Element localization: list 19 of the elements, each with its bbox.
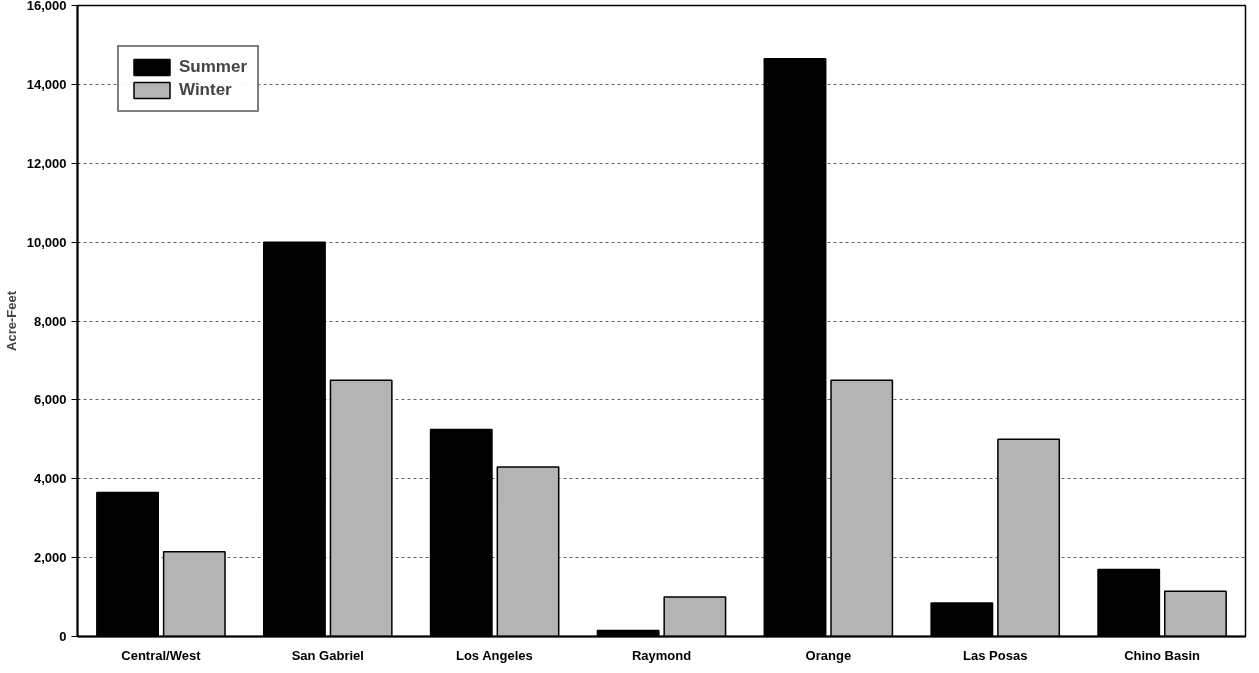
x-tick-label: San Gabriel	[291, 647, 364, 663]
x-tick-label: Orange	[805, 647, 852, 663]
legend-label: Summer	[179, 57, 248, 77]
x-tick-label: Chino Basin	[1124, 647, 1201, 663]
legend-label: Winter	[179, 80, 232, 100]
y-tick-label: 8,000	[33, 313, 67, 329]
x-tick-label: Central/West	[121, 647, 202, 663]
y-tick-label: 12,000	[26, 155, 67, 171]
x-tick-label: Los Angeles	[456, 647, 533, 663]
y-tick-label: 6,000	[33, 392, 67, 408]
x-tick-label: Las Posas	[963, 647, 1028, 663]
y-tick-label: 14,000	[26, 76, 67, 92]
y-axis-title: Acre-Feet	[3, 290, 19, 351]
y-tick-label: 2,000	[33, 550, 67, 566]
y-tick-label: 0	[59, 629, 67, 644]
y-tick-label: 10,000	[26, 234, 67, 250]
y-tick-label: 4,000	[33, 471, 67, 487]
x-tick-label: Raymond	[631, 647, 692, 663]
y-tick-label: 16,000	[26, 0, 67, 13]
